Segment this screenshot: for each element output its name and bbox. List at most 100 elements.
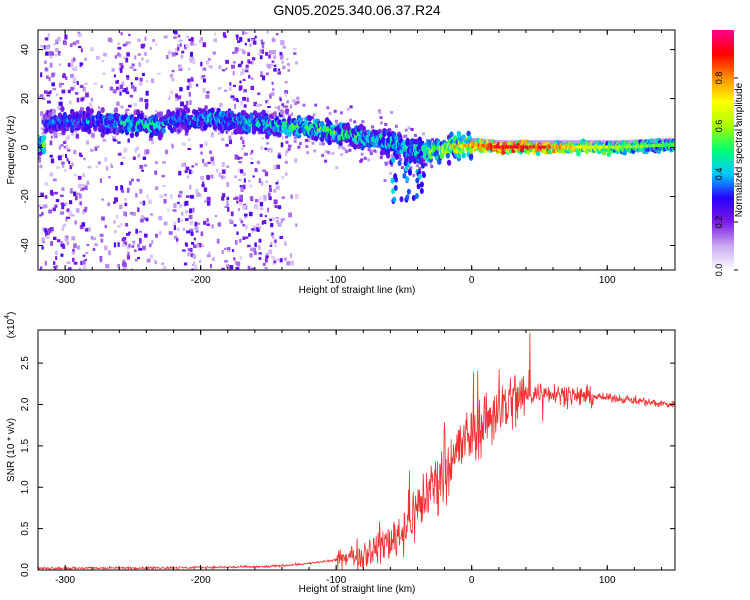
spectrogram-cell [254, 168, 258, 173]
spectrogram-cell [217, 222, 222, 227]
spectrogram-cell [210, 156, 215, 162]
spectrogram-cell [286, 63, 290, 66]
spectrogram-trace-cell [461, 152, 466, 159]
spectrogram-cell [256, 223, 260, 227]
spectrogram-cell [346, 107, 350, 111]
spectrogram-cell [266, 110, 270, 115]
spectrogram-trace-cell [578, 145, 581, 149]
spectrogram-trace-cell [612, 145, 615, 149]
spectrogram-trace-cell [399, 196, 404, 203]
spectrogram-cell [173, 268, 177, 270]
spectrogram-cell [121, 244, 126, 247]
spectrogram-trace-cell [601, 145, 604, 149]
spectrogram-trace-cell [493, 145, 496, 149]
spectrogram-cell [234, 196, 239, 200]
spectrogram-cell [54, 267, 57, 270]
spectrogram-cell [250, 267, 255, 270]
spectrogram-cell [149, 254, 154, 259]
spectrogram-cell [453, 139, 456, 148]
spectrogram-trace-cell [615, 145, 618, 149]
spectrogram-cell [251, 229, 256, 233]
spectrogram-cell [133, 249, 137, 253]
spectrogram-cell [243, 89, 248, 93]
spectrogram-cell [84, 57, 87, 61]
spectrogram-cell [146, 194, 149, 199]
spectrogram-cell [168, 231, 173, 235]
spectrogram-cell [65, 147, 70, 150]
spectrogram-cell [186, 85, 190, 90]
spectrogram-cell [149, 243, 152, 248]
spectrogram-cell [263, 220, 267, 225]
spectrogram-cell [282, 45, 286, 49]
spectrogram-cell [194, 226, 199, 230]
spectrogram-cell [265, 180, 268, 184]
spectrogram-trace-cell [576, 151, 581, 157]
spectrogram-cell [64, 153, 68, 158]
spectrogram-trace-cell [511, 145, 514, 149]
spectrogram-cell [244, 31, 248, 35]
spectrogram-cell [57, 37, 61, 42]
spectrogram-cell [274, 243, 277, 248]
spectrogram-cell [390, 163, 394, 167]
spectrogram-trace-cell [156, 111, 161, 118]
spectrogram-trace-cell [640, 144, 643, 148]
spectrogram-cell [52, 207, 56, 212]
x-tick-label: -200 [191, 575, 211, 586]
spectrogram-cell [141, 215, 144, 219]
spectrogram-cell [40, 192, 44, 197]
spectrogram-trace-cell [611, 145, 614, 149]
spectrogram-cell [123, 211, 127, 217]
spectrogram-cell [82, 187, 85, 190]
y-tick-label: -40 [20, 238, 31, 253]
spectrogram-cell [87, 166, 92, 169]
spectrogram-trace-cell [405, 140, 410, 147]
spectrogram-cell [328, 112, 332, 116]
spectrogram-cell [202, 88, 206, 93]
snr-scale-label: (x104) [4, 312, 17, 339]
spectrogram-cell [148, 199, 152, 205]
spectrogram-cell [242, 205, 247, 209]
spectrogram-cell [240, 100, 244, 106]
spectrogram-cell [490, 139, 493, 148]
spectrogram-cell [143, 233, 148, 238]
spectrogram-trace-cell [671, 143, 674, 147]
spectrogram-trace-cell [625, 145, 628, 149]
spectrogram-cell [63, 169, 67, 172]
spectrogram-cell [100, 238, 104, 243]
spectrogram-cell [335, 123, 339, 127]
spectrogram-cell [245, 236, 249, 239]
spectrogram-cell [175, 97, 180, 101]
spectrogram-trace-cell [449, 131, 454, 138]
spectrogram-cell [82, 254, 86, 257]
spectrogram-trace-cell [90, 132, 96, 139]
spectrogram-trace-cell [379, 149, 385, 156]
spectrogram-cell [221, 69, 226, 72]
spectrogram-trace-cell [361, 125, 366, 132]
spectrogram-cell [71, 251, 76, 255]
spectrogram-cell [286, 100, 289, 104]
spectrogram-cell [69, 73, 74, 78]
spectrogram-cell [139, 97, 143, 102]
spectrogram-trace-cell [658, 143, 661, 147]
spectrogram-trace-cell [461, 144, 464, 148]
spectrogram-cell [250, 85, 255, 91]
spectrogram-trace-cell [596, 145, 599, 149]
spectrogram-cell [190, 231, 194, 236]
spectrogram-cell [123, 241, 128, 246]
spectrogram-cell [200, 61, 203, 67]
spectrogram-cell [119, 223, 123, 227]
spectrogram-cell [281, 103, 285, 107]
spectrogram-cell [265, 255, 269, 259]
spectrogram-trace-cell [468, 152, 474, 159]
spectrogram-cell [279, 97, 282, 102]
spectrogram-trace-cell [560, 145, 563, 149]
spectrogram-cell [76, 208, 80, 213]
spectrogram-cell [494, 139, 496, 148]
spectrogram-cell [268, 249, 273, 255]
spectrogram-cell [305, 145, 309, 149]
spectrogram-cell [130, 82, 133, 85]
spectrogram-cell [296, 96, 300, 100]
spectrogram-cell [321, 153, 325, 157]
spectrogram-cell [45, 235, 50, 239]
spectrogram-trace-cell [523, 145, 526, 149]
